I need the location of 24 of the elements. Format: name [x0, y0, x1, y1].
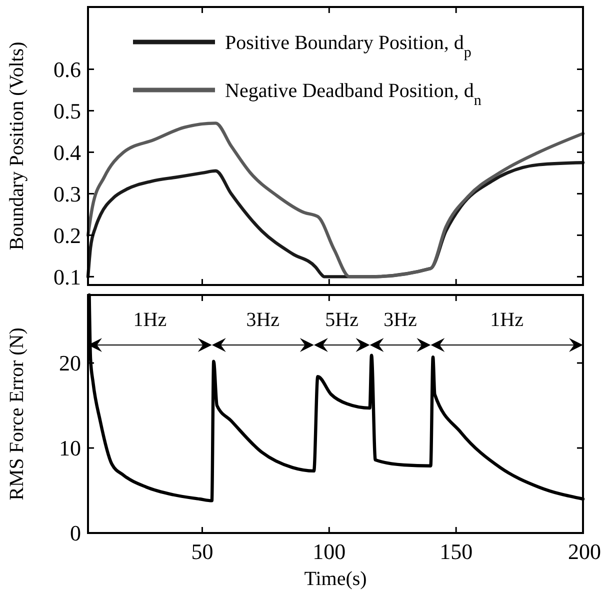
x-tick-label: 150 [440, 539, 473, 564]
y-tick-label: 0.6 [54, 56, 81, 82]
x-tick-label: 100 [312, 539, 346, 564]
y-tick-label: 0 [70, 520, 81, 546]
y-tick-label: 0.4 [54, 140, 81, 165]
annotation: 5Hz [325, 309, 359, 331]
legend-label: Positive Boundary Position, d$_{p}$ [225, 32, 472, 61]
y-tick-label: 0.1 [54, 264, 81, 290]
y-axis-title: RMS Force Error (N) [6, 328, 28, 500]
y-tick-label: 20 [59, 350, 81, 376]
annotation: 3Hz [384, 309, 418, 331]
y-tick-label: 0.2 [54, 222, 81, 248]
legend-label: Negative Deadband Position, d$_{n}$ [225, 80, 482, 109]
y-axis-title: Boundary Position (Volts) [6, 42, 28, 250]
line-series [86, 122, 585, 278]
annotation: 3Hz [246, 309, 280, 331]
x-axis-title: Time(s) [304, 568, 367, 590]
x-tick-label: 200 [568, 539, 601, 564]
y-tick-label: 0.3 [54, 181, 81, 206]
annotation: 1Hz [133, 309, 167, 331]
y-tick-label: 0.5 [54, 98, 81, 124]
annotation: 1Hz [490, 309, 524, 331]
x-tick-label: 50 [191, 539, 214, 564]
y-tick-label: 10 [59, 436, 81, 461]
